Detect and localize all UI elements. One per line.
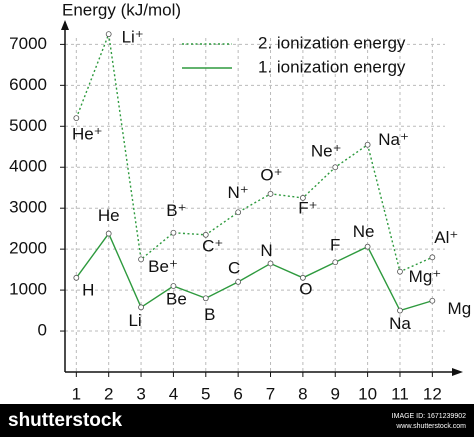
point-label: O⁺ (260, 165, 282, 184)
point-label: Ne⁺ (311, 142, 342, 161)
y-tick-label: 4000 (9, 157, 47, 176)
x-tick-label: 2 (104, 384, 113, 403)
x-tick-label: 10 (358, 384, 377, 403)
x-axis-arrow (452, 368, 463, 376)
x-tick-label: 1 (72, 384, 81, 403)
y-tick-label: 5000 (9, 116, 47, 135)
point-label: B⁺ (166, 201, 186, 220)
point-label: F (330, 236, 340, 255)
data-point (267, 190, 274, 197)
x-tick-label: 3 (136, 384, 145, 403)
point-label: O (299, 279, 312, 298)
data-point (73, 115, 80, 121)
point-label: Na⁺ (378, 130, 409, 149)
point-label: Be (166, 289, 187, 308)
x-tick-label: 6 (233, 384, 242, 403)
data-point (299, 274, 306, 281)
data-point (73, 274, 80, 281)
data-point (299, 195, 306, 201)
point-label: F⁺ (298, 198, 317, 217)
series-line (75, 232, 433, 312)
y-tick-label: 0 (38, 321, 47, 340)
point-label: He (98, 206, 120, 225)
data-point (202, 295, 209, 302)
x-tick-label: 5 (201, 384, 210, 403)
data-point (138, 256, 144, 263)
point-label: Mg (448, 299, 472, 318)
data-point (105, 31, 112, 38)
data-point (332, 259, 339, 266)
x-tick-label: 8 (298, 384, 307, 403)
point-label: B (204, 305, 215, 324)
y-tick-label: 1000 (9, 280, 47, 299)
x-tick-label: 11 (391, 384, 409, 403)
data-point (364, 243, 371, 250)
point-label: C⁺ (202, 236, 223, 255)
data-point (332, 164, 339, 171)
y-tick-label: 3000 (9, 198, 47, 217)
point-label: Al⁺ (434, 228, 458, 247)
data-point (429, 254, 436, 261)
point-label: N (260, 241, 272, 260)
point-label: H (82, 280, 94, 299)
point-label: Ne (353, 222, 375, 241)
data-point (235, 279, 242, 285)
legend-label: 2. ionization energy (258, 33, 406, 52)
data-point (429, 297, 436, 304)
data-point (105, 230, 112, 237)
data-point (364, 141, 371, 148)
y-axis-title: Energy (kJ/mol) (62, 0, 181, 19)
point-label: He⁺ (72, 125, 103, 144)
data-point (138, 304, 144, 311)
x-tick-label: 7 (266, 384, 275, 403)
x-tick-label: 4 (169, 384, 178, 403)
data-point (397, 268, 403, 275)
point-label: C (228, 258, 240, 277)
data-point (170, 283, 177, 289)
watermark-brand: shutterstock (8, 410, 122, 431)
point-label: Mg⁺ (409, 267, 442, 286)
data-point (235, 209, 242, 216)
data-point (170, 229, 177, 236)
watermark-site: www.shutterstock.com (395, 423, 466, 430)
point-label: Na (389, 314, 411, 333)
data-point (202, 231, 209, 238)
watermark-bar (0, 404, 474, 437)
point-label: Be⁺ (148, 257, 178, 276)
point-label: Li (128, 311, 141, 330)
y-tick-label: 6000 (9, 75, 47, 94)
y-tick-label: 2000 (9, 239, 47, 258)
y-axis-arrow (61, 20, 69, 30)
x-tick-label: 9 (331, 384, 340, 403)
series-line (75, 31, 433, 273)
data-point (267, 260, 274, 267)
x-tick-label: 12 (423, 384, 442, 403)
y-tick-label: 7000 (9, 34, 47, 53)
point-label: Li⁺ (122, 28, 144, 47)
legend-label: 1. ionization energy (258, 57, 406, 76)
data-point (397, 307, 403, 314)
point-label: N⁺ (228, 183, 249, 202)
watermark-id: IMAGE ID: 1671239902 (392, 413, 466, 420)
